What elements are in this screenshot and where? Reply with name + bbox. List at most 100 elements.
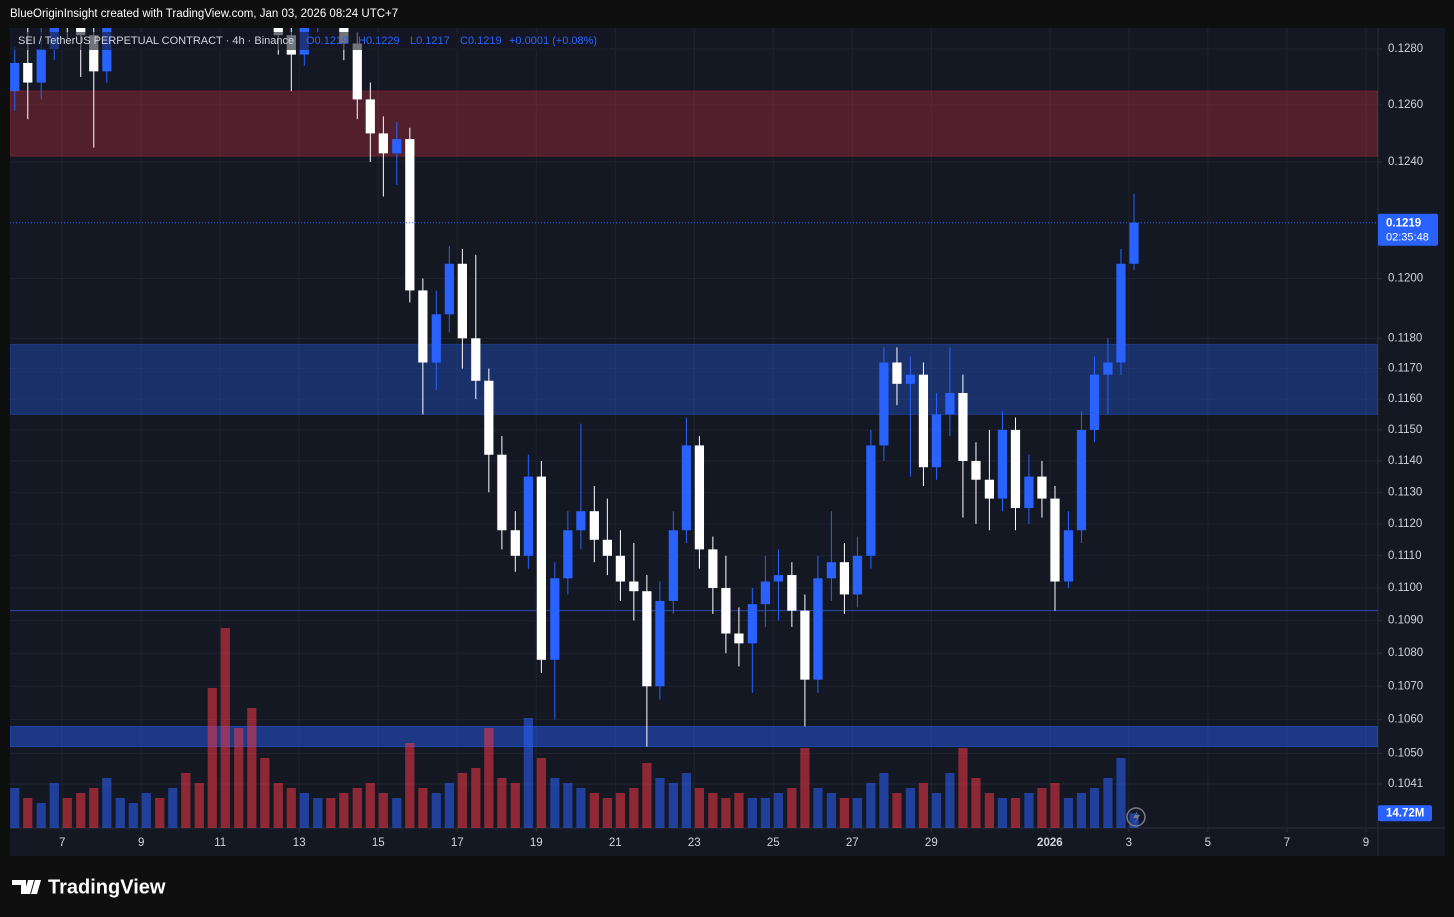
y-tick-label: 0.1150 bbox=[1388, 424, 1422, 436]
candle-body bbox=[694, 445, 705, 550]
candle-body bbox=[365, 99, 375, 134]
candle-body bbox=[23, 62, 33, 83]
candle-body bbox=[839, 562, 850, 595]
x-tick-label: 15 bbox=[372, 837, 385, 849]
volume-bar bbox=[892, 793, 902, 828]
candle-body bbox=[471, 338, 481, 381]
volume-bar bbox=[194, 783, 204, 828]
volume-bar bbox=[773, 793, 784, 828]
y-tick-label: 0.1080 bbox=[1388, 647, 1423, 659]
candle-body bbox=[997, 429, 1008, 499]
candle-body bbox=[457, 263, 467, 339]
x-tick-label: 7 bbox=[1284, 837, 1290, 849]
volume-bar bbox=[747, 798, 757, 828]
candle-body bbox=[563, 530, 573, 579]
volume-bar bbox=[1010, 798, 1021, 828]
x-tick-label: 23 bbox=[688, 837, 701, 849]
x-tick-label: 3 bbox=[1126, 837, 1132, 849]
candle-body bbox=[484, 380, 494, 455]
candle-body bbox=[1010, 429, 1021, 509]
candle-body bbox=[1024, 476, 1034, 509]
volume-bar bbox=[629, 788, 639, 828]
candle-body bbox=[734, 633, 744, 644]
volume-bar bbox=[668, 783, 678, 828]
candle-body bbox=[773, 575, 784, 582]
candle-body bbox=[681, 445, 691, 531]
candle-body bbox=[971, 460, 981, 480]
volume-bar bbox=[1129, 813, 1139, 828]
candle-body bbox=[655, 600, 665, 687]
volume-bar bbox=[602, 798, 612, 828]
candle-body bbox=[708, 549, 718, 588]
volume-tag-label: 14.72M bbox=[1386, 807, 1424, 819]
volume-bar bbox=[76, 793, 86, 828]
volume-bar bbox=[1024, 793, 1034, 828]
volume-bar bbox=[655, 778, 665, 828]
volume-bar bbox=[879, 773, 889, 828]
legend-low: L0.1217 bbox=[410, 35, 450, 47]
icon-circle[interactable] bbox=[1126, 807, 1146, 827]
volume-bar bbox=[839, 798, 850, 828]
volume-bar bbox=[589, 793, 599, 828]
volume-bar bbox=[550, 778, 560, 828]
volume-bar bbox=[128, 803, 138, 828]
volume-bar bbox=[299, 793, 309, 828]
candle-body bbox=[392, 139, 402, 154]
candle-body bbox=[89, 35, 99, 72]
volume-bar bbox=[49, 783, 59, 828]
volume-bar bbox=[905, 788, 915, 828]
y-tick-label: 0.1170 bbox=[1388, 363, 1422, 375]
volume-bar bbox=[852, 798, 863, 828]
volume-bar bbox=[918, 783, 929, 828]
volume-bar bbox=[971, 778, 981, 828]
x-tick-label: 27 bbox=[846, 837, 859, 849]
price-tag-label: 0.1219 bbox=[1386, 218, 1421, 230]
volume-bar bbox=[1076, 793, 1087, 828]
y-tick-label: 0.1180 bbox=[1388, 332, 1422, 344]
x-tick-label: 25 bbox=[767, 837, 780, 849]
volume-bar bbox=[89, 788, 99, 828]
volume-bar bbox=[866, 783, 876, 828]
price-tag bbox=[1378, 213, 1438, 246]
x-tick-label: 7 bbox=[59, 837, 65, 849]
y-tick-label: 0.1060 bbox=[1388, 714, 1423, 726]
footer-logo: TradingView bbox=[12, 876, 166, 898]
candle-body bbox=[642, 591, 652, 687]
volume-bar bbox=[523, 718, 533, 828]
volume-bar bbox=[1050, 783, 1060, 828]
volume-bar bbox=[826, 793, 836, 828]
legend: SEI / TetherUS PERPETUAL CONTRACT · 4h ·… bbox=[14, 32, 610, 50]
candle-body bbox=[879, 362, 889, 446]
replay-icon[interactable] bbox=[1126, 807, 1146, 827]
volume-bar bbox=[102, 778, 112, 828]
x-tick-label: 21 bbox=[609, 837, 622, 849]
countdown: 02:35:48 bbox=[1386, 232, 1429, 244]
x-tick-label: 19 bbox=[530, 837, 543, 849]
volume-tag bbox=[1378, 805, 1432, 822]
candle-body bbox=[931, 414, 942, 468]
candle-body bbox=[905, 374, 915, 384]
candle-body bbox=[1076, 429, 1087, 531]
x-tick-label: 11 bbox=[214, 837, 226, 849]
volume-bar bbox=[62, 798, 72, 828]
candle-body bbox=[1129, 222, 1139, 264]
volume-bar bbox=[378, 793, 388, 828]
logo-mark bbox=[12, 880, 41, 894]
candle-body bbox=[945, 392, 955, 415]
candle-body bbox=[918, 374, 929, 468]
volume-bar bbox=[115, 798, 125, 828]
volume-bar bbox=[497, 778, 507, 828]
y-tick-label: 0.1280 bbox=[1388, 43, 1423, 55]
y-tick-label: 0.1140 bbox=[1388, 455, 1422, 467]
candle-body bbox=[76, 28, 86, 36]
y-tick-label: 0.1130 bbox=[1388, 486, 1422, 498]
volume-bar bbox=[708, 793, 718, 828]
volume-bar bbox=[997, 798, 1008, 828]
volume-bar bbox=[313, 798, 323, 828]
volume-bar bbox=[168, 788, 178, 828]
volume-bar bbox=[286, 788, 296, 828]
legend-symbol: SEI / TetherUS PERPETUAL CONTRACT · 4h ·… bbox=[18, 35, 294, 47]
volume-bar bbox=[326, 798, 336, 828]
legend-close: C0.1219 bbox=[460, 35, 502, 47]
